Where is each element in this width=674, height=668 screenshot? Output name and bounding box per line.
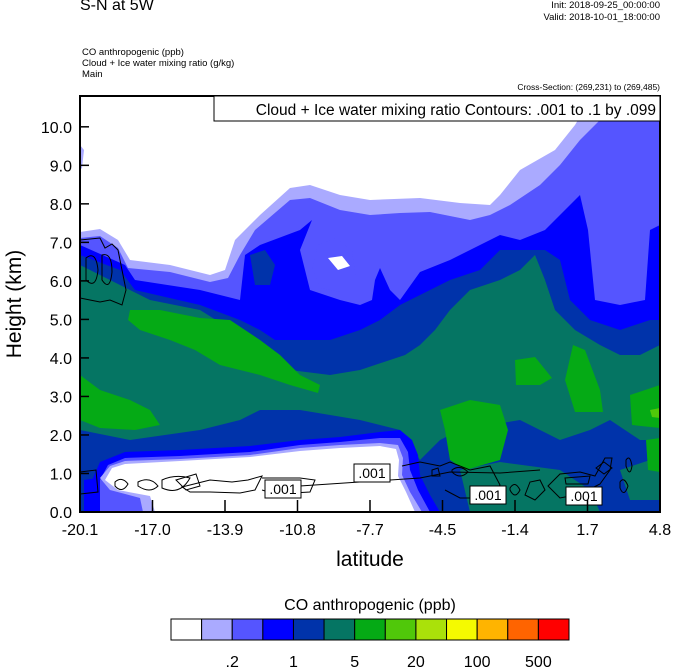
contour-label-box bbox=[469, 485, 507, 505]
y-tick-label: 1.0 bbox=[50, 466, 72, 483]
cloud-ice-contour-line bbox=[431, 467, 441, 477]
co-level-3 bbox=[84, 478, 100, 512]
cloud-ice-contour-line bbox=[101, 254, 113, 285]
contour-label: .001 bbox=[358, 465, 385, 481]
co-level-5 bbox=[80, 255, 660, 460]
field-cloud: Cloud + Ice water mixing ratio (g/kg) bbox=[82, 58, 235, 69]
field-co: CO anthropogenic (ppb) bbox=[82, 47, 184, 58]
co-level-6 bbox=[646, 438, 660, 472]
y-tick-label: 6.0 bbox=[50, 274, 72, 291]
cloud-ice-contour-line bbox=[137, 479, 159, 491]
y-tick-label: 3.0 bbox=[50, 389, 72, 406]
colorbar-label: 5 bbox=[350, 654, 359, 668]
plot-title: S-N at 5W bbox=[80, 0, 154, 14]
co-level-6 bbox=[128, 310, 320, 393]
cross-section-label: Cross-Section: (269,231) to (269,485) bbox=[517, 82, 660, 92]
contour-label-box bbox=[353, 463, 391, 483]
cloud-ice-contour-line bbox=[80, 469, 99, 495]
x-tick-label: -7.7 bbox=[356, 522, 384, 539]
x-tick-label: -17.0 bbox=[134, 522, 171, 539]
x-tick-label: -4.5 bbox=[429, 522, 457, 539]
cloud-ice-contour-line bbox=[509, 484, 521, 496]
colorbar-title: CO anthropogenic (ppb) bbox=[284, 597, 456, 614]
cloud-ice-contour-line bbox=[451, 466, 469, 477]
field-main: Main bbox=[82, 69, 103, 80]
contour-label-box bbox=[565, 486, 603, 506]
x-tick-label: -10.8 bbox=[279, 522, 316, 539]
contour-label: .001 bbox=[269, 481, 296, 497]
field-list: CO anthropogenic (ppb) Cloud + Ice water… bbox=[82, 47, 234, 80]
y-tick-label: 10.0 bbox=[41, 120, 72, 137]
init-time: Init: 2018-09-25_00:00:00 bbox=[551, 0, 660, 11]
cloud-ice-contour-line bbox=[564, 475, 591, 485]
cloud-ice-contour-line bbox=[85, 255, 99, 284]
co-level-6 bbox=[515, 357, 552, 385]
cloud-ice-contour-line bbox=[80, 237, 127, 306]
valid-time: Valid: 2018-10-01_18:00:00 bbox=[543, 12, 660, 23]
filled-contours bbox=[80, 96, 660, 512]
colorbar-label: 500 bbox=[525, 654, 552, 668]
y-tick-label: 4.0 bbox=[50, 351, 72, 368]
x-tick-label: -1.4 bbox=[501, 522, 529, 539]
colorbar-box bbox=[507, 618, 539, 641]
colorbar-box bbox=[262, 618, 294, 641]
co-level-6 bbox=[565, 345, 603, 412]
cloud-ice-contour-line bbox=[180, 475, 263, 494]
colorbar-box bbox=[292, 618, 325, 641]
colorbar-box bbox=[384, 618, 417, 641]
contour-label: .001 bbox=[474, 487, 501, 503]
x-tick-label: -13.9 bbox=[207, 522, 244, 539]
contour-legend-box: Cloud + Ice water mixing ratio Contours:… bbox=[213, 95, 661, 122]
contour-label: .001 bbox=[570, 488, 597, 504]
co-level-4 bbox=[250, 250, 275, 285]
colorbar-box bbox=[231, 618, 264, 641]
co-level-1 bbox=[511, 186, 516, 194]
co-level-6 bbox=[440, 400, 508, 470]
x-tick-label: 4.8 bbox=[649, 522, 671, 539]
colorbar-box bbox=[415, 618, 448, 641]
colorbar-box bbox=[201, 618, 233, 641]
colorbar-box bbox=[446, 618, 478, 641]
y-axis-label: Height (km) bbox=[3, 249, 26, 359]
cloud-ice-contour-line bbox=[625, 457, 633, 473]
colorbar-box bbox=[537, 618, 570, 641]
co-level-6 bbox=[80, 375, 160, 430]
time-info: Init: 2018-09-25_00:00:00 Valid: 2018-10… bbox=[543, 0, 660, 24]
cloud-ice-contour-line bbox=[161, 475, 191, 491]
colorbar-box bbox=[354, 618, 386, 641]
colorbar-box bbox=[170, 618, 203, 641]
colorbar-label: 20 bbox=[407, 654, 425, 668]
colorbar-label: 100 bbox=[464, 654, 491, 668]
y-tick-label: 9.0 bbox=[50, 158, 72, 175]
y-tick-label: 2.0 bbox=[50, 428, 72, 445]
colorbar-box bbox=[323, 618, 356, 641]
cloud-ice-contour-line bbox=[114, 478, 129, 490]
y-tick-label: 7.0 bbox=[50, 235, 72, 252]
y-tick-label: 0.0 bbox=[50, 505, 72, 522]
x-axis-label: latitude bbox=[336, 548, 404, 571]
cloud-ice-contour-line bbox=[619, 479, 629, 493]
colorbar-label: .2 bbox=[226, 654, 239, 668]
contour-legend-text: Cloud + Ice water mixing ratio Contours:… bbox=[256, 102, 656, 119]
cloud-ice-contour-line bbox=[595, 461, 613, 475]
co-level-0 bbox=[328, 256, 350, 270]
x-tick-label: -20.1 bbox=[62, 522, 99, 539]
colorbar-label: 1 bbox=[289, 654, 298, 668]
cloud-ice-contour-line bbox=[524, 479, 546, 501]
contour-label-box bbox=[264, 479, 302, 499]
y-tick-label: 8.0 bbox=[50, 197, 72, 214]
co-level-7 bbox=[650, 408, 660, 418]
y-tick-label: 5.0 bbox=[50, 312, 72, 329]
x-tick-label: 1.7 bbox=[576, 522, 598, 539]
colorbar-box bbox=[476, 618, 509, 641]
co-level-6 bbox=[630, 385, 660, 428]
